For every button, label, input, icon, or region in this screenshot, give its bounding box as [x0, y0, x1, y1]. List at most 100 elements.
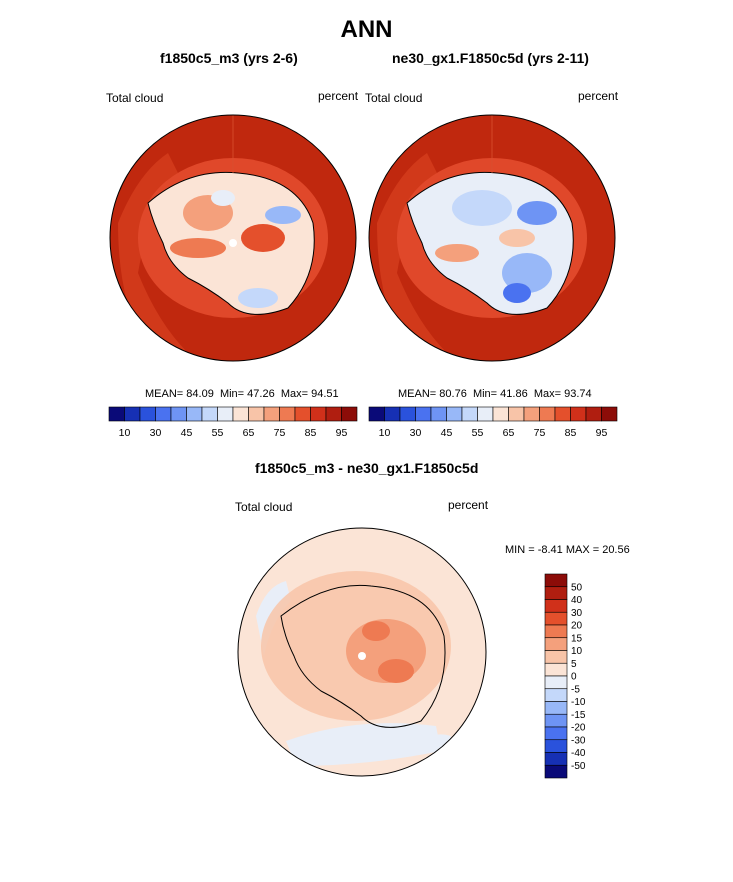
right-units-label: percent: [578, 89, 619, 103]
right-stats: MEAN= 80.76 Min= 41.86 Max= 93.74: [398, 388, 592, 400]
right-colorbar-tick-label: 95: [596, 427, 608, 438]
left-colorbar-swatch-0: [108, 406, 125, 422]
right-max-value: 93.74: [564, 388, 592, 400]
right-colorbar-swatch-5: [446, 406, 463, 422]
diff-minmax: MIN = -8.41 MAX = 20.56: [505, 544, 630, 556]
left-colorbar-swatch-7: [217, 406, 234, 422]
left-colorbar-swatch-6: [201, 406, 218, 422]
diff-field-label: Total cloud: [235, 500, 293, 514]
right-colorbar-tick-label: 55: [472, 427, 484, 438]
diff-colorbar-swatch-4: [544, 624, 568, 639]
diff-colorbar-swatch-8: [544, 675, 568, 690]
right-colorbar-swatch-13: [570, 406, 587, 422]
diff-colorbar-tick-label: 40: [571, 595, 583, 606]
diff-colorbar-swatch-2: [544, 599, 568, 613]
right-colorbar-swatch-10: [523, 406, 540, 422]
left-colorbar-swatch-10: [263, 406, 280, 422]
diff-colorbar-tick-label: 30: [571, 608, 583, 619]
diff-colorbar-tick-label: 0: [571, 672, 577, 683]
left-colorbar-tick-label: 10: [119, 427, 131, 438]
left-panel-title: f1850c5_m3 (yrs 2-6): [160, 50, 298, 66]
left-polar-map: [109, 114, 357, 362]
right-colorbar-swatch-4: [430, 406, 447, 422]
diff-colorbar-swatch-1: [544, 586, 568, 600]
left-units-label: percent: [318, 89, 359, 103]
diff-colorbar-swatch-15: [544, 764, 568, 779]
left-colorbar-swatch-13: [310, 406, 327, 422]
right-polar-map: [368, 114, 616, 362]
diff-colorbar-swatch-10: [544, 701, 568, 715]
left-min-value: 47.26: [247, 388, 275, 400]
left-colorbar-swatch-8: [232, 406, 249, 422]
right-field-label: Total cloud: [365, 91, 423, 105]
right-colorbar-swatch-7: [477, 406, 494, 422]
diff-colorbar-tick-label: 15: [571, 633, 583, 644]
diff-colorbar-tick-label: 50: [571, 582, 583, 593]
left-colorbar-tick-label: 55: [212, 427, 224, 438]
left-colorbar-tick-label: 30: [150, 427, 162, 438]
right-panel-title: ne30_gx1.F1850c5d (yrs 2-11): [392, 50, 589, 66]
diff-pole-marker: [358, 652, 366, 660]
right-colorbar-tick-label: 65: [503, 427, 515, 438]
left-max-value: 94.51: [311, 388, 339, 400]
left-coastline: [147, 171, 315, 315]
left-colorbar-tick-label: 95: [336, 427, 348, 438]
diff-polar-map: [237, 527, 487, 777]
left-colorbar-swatch-9: [248, 406, 265, 422]
diff-colorbar-swatch-9: [544, 688, 568, 702]
left-pole-marker: [229, 239, 237, 247]
right-colorbar-swatch-3: [415, 406, 432, 422]
left-colorbar-swatch-5: [186, 406, 203, 422]
left-colorbar-swatch-12: [294, 406, 311, 422]
left-colorbar-tick-label: 75: [274, 427, 286, 438]
diff-colorbar-tick-label: -30: [571, 735, 586, 746]
diff-colorbar-swatch-7: [544, 662, 568, 677]
left-colorbar-swatch-2: [139, 406, 156, 422]
diff-colorbar-tick-label: -50: [571, 761, 586, 772]
left-colorbar-swatch-3: [155, 406, 172, 422]
left-mean-value: 84.09: [186, 388, 214, 400]
left-colorbar-swatch-1: [124, 406, 141, 422]
diff-units-label: percent: [448, 498, 489, 512]
diff-colorbar-tick-label: -5: [571, 684, 580, 695]
right-colorbar-tick-label: 75: [534, 427, 546, 438]
right-colorbar-swatch-15: [601, 406, 618, 422]
diff-colorbar-swatch-3: [544, 611, 568, 626]
diff-colorbar-tick-label: 10: [571, 646, 583, 657]
left-field-label: Total cloud: [106, 91, 164, 105]
right-coastline: [406, 171, 574, 315]
right-mean-value: 80.76: [439, 388, 467, 400]
right-colorbar-tick-label: 30: [410, 427, 422, 438]
right-min-value: 41.86: [500, 388, 528, 400]
left-colorbar-swatch-11: [279, 406, 296, 422]
right-colorbar-tick-label: 85: [565, 427, 577, 438]
diff-colorbar-tick-label: -40: [571, 748, 586, 759]
left-colorbar-swatch-15: [341, 406, 358, 422]
diff-colorbar-swatch-0: [544, 573, 568, 588]
left-colorbar-tick-label: 65: [243, 427, 255, 438]
diff-colorbar-swatch-6: [544, 650, 568, 664]
right-colorbar-tick-label: 45: [441, 427, 453, 438]
diff-colorbar-tick-label: -20: [571, 723, 586, 734]
right-colorbar: 10 30 45 55 65 75 85 95: [368, 406, 618, 438]
left-colorbar-tick-label: 45: [181, 427, 193, 438]
figure-title: ANN: [340, 16, 393, 43]
diff-colorbar-swatch-11: [544, 713, 568, 728]
left-colorbar-swatch-14: [325, 406, 342, 422]
right-colorbar-swatch-12: [554, 406, 571, 422]
diff-colorbar-swatch-14: [544, 752, 568, 766]
right-colorbar-swatch-11: [539, 406, 556, 422]
right-colorbar-swatch-2: [399, 406, 416, 422]
diff-colorbar-tick-label: 20: [571, 621, 583, 632]
left-colorbar: 10 30 45 55 65 75 85 95: [108, 406, 358, 438]
diff-colorbar-tick-label: -10: [571, 697, 586, 708]
right-colorbar-swatch-0: [368, 406, 385, 422]
diff-colorbar-swatch-13: [544, 739, 568, 753]
left-stats: MEAN= 84.09 Min= 47.26 Max= 94.51: [145, 388, 339, 400]
diff-panel-title: f1850c5_m3 - ne30_gx1.F1850c5d: [255, 460, 479, 476]
right-colorbar-swatch-8: [492, 406, 509, 422]
left-colorbar-swatch-4: [170, 406, 187, 422]
left-colorbar-tick-label: 85: [305, 427, 317, 438]
right-colorbar-tick-label: 10: [379, 427, 391, 438]
